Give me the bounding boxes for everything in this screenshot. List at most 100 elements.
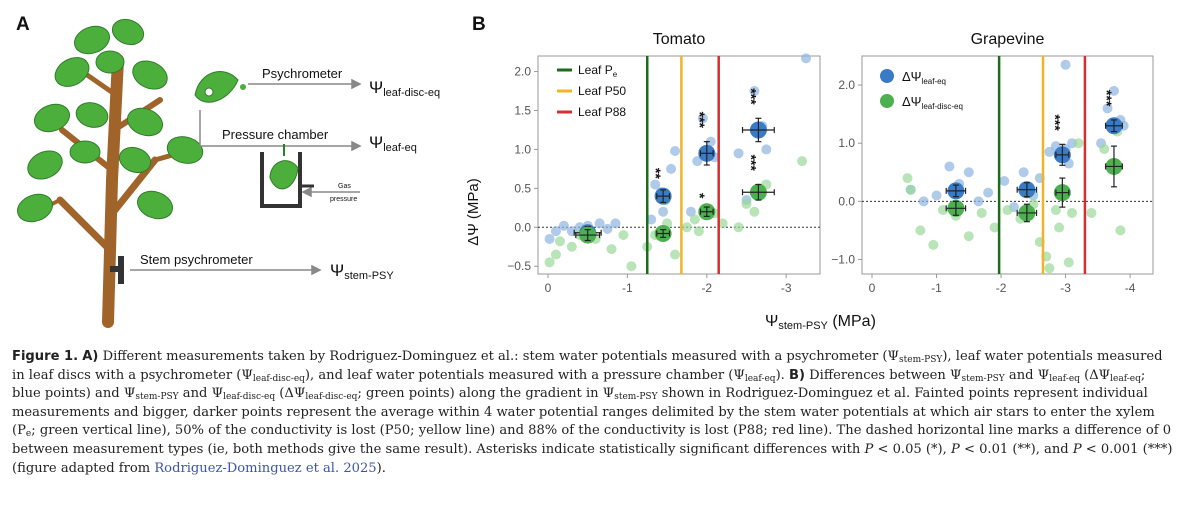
leaf-disc-eq-point bbox=[1063, 257, 1074, 268]
x-tick-label: -1 bbox=[622, 281, 633, 295]
leaf-disc-eq-point bbox=[733, 222, 744, 233]
y-tick-label: 2.0 bbox=[838, 78, 855, 92]
leaf-eq-point bbox=[697, 113, 708, 124]
leaf-eq-point bbox=[550, 226, 561, 237]
leaf-disc-eq-point bbox=[618, 230, 629, 241]
leaf-disc-eq-point bbox=[689, 214, 700, 225]
panel-a-letter: A bbox=[16, 14, 30, 35]
pressure-chamber-icon bbox=[260, 144, 314, 208]
y-tick-label: 2.0 bbox=[514, 65, 531, 79]
y-tick-label: 1.0 bbox=[514, 142, 531, 156]
leaf-disc-eq-point bbox=[717, 218, 728, 229]
significance-asterisks: * bbox=[692, 193, 708, 199]
leaf-eq-point bbox=[602, 223, 613, 234]
leaf-disc-eq-point bbox=[1115, 225, 1126, 236]
leaf-disc-eq-point bbox=[989, 222, 1000, 233]
leaf-disc-eq-point bbox=[976, 207, 987, 218]
leaf-eq-point bbox=[918, 196, 929, 207]
chart-title: Tomato bbox=[653, 31, 706, 48]
leaf-disc-eq-point bbox=[1067, 207, 1078, 218]
leaf-disc-icon bbox=[194, 71, 246, 103]
x-axis-label: Ψstem-PSY (MPa) bbox=[765, 313, 876, 332]
legend-p50: Leaf P50 bbox=[578, 84, 626, 98]
chart-grapevine: Grapevine 0 -1 -2 -3 -4 −1.0 0.0 1.0 2.0 *** *** bbox=[831, 31, 1154, 295]
panel-b-letter: B bbox=[472, 14, 486, 35]
y-tick-label: 0.0 bbox=[838, 194, 855, 208]
plot-frame bbox=[537, 55, 821, 275]
leaf-eq-point bbox=[705, 136, 716, 147]
leaf-eq-point bbox=[999, 175, 1010, 186]
leaf-eq-point bbox=[658, 206, 669, 217]
leaf-eq-point bbox=[1044, 146, 1055, 157]
x-tick-label: -2 bbox=[996, 281, 1007, 295]
tree-illustration bbox=[17, 18, 204, 328]
leaf-disc-eq-point bbox=[1050, 205, 1061, 216]
legend-leaf-disc-eq: ΔΨleaf-disc-eq bbox=[902, 94, 963, 111]
leaf-eq-point bbox=[1102, 103, 1113, 114]
leaf-disc-eq-point bbox=[670, 249, 681, 260]
x-tick-label: -4 bbox=[1125, 281, 1136, 295]
leaf-eq-point bbox=[1018, 167, 1029, 178]
legend-p88: Leaf P88 bbox=[578, 105, 626, 119]
leaf-eq-point bbox=[558, 220, 569, 231]
figure-caption: Figure 1. A) Different measurements take… bbox=[12, 349, 1173, 476]
leaf-disc-eq-point bbox=[1086, 207, 1097, 218]
leaf-disc-eq-point bbox=[915, 225, 926, 236]
caption-b-label: B) bbox=[789, 367, 805, 383]
leaf-eq-point bbox=[646, 214, 657, 225]
leaf-disc-eq-point bbox=[566, 241, 577, 252]
leaf-eq-point bbox=[931, 190, 942, 201]
leaf-disc-eq-point bbox=[544, 257, 555, 268]
leaf-disc-eq-point bbox=[902, 173, 913, 184]
legend-leaf-eq: ΔΨleaf-eq bbox=[902, 69, 946, 86]
x-tick-label: 0 bbox=[869, 281, 876, 295]
leaf-eq-point bbox=[666, 163, 677, 174]
leaf-eq-point bbox=[1060, 59, 1071, 70]
leaf-disc-eq-point bbox=[1073, 138, 1084, 149]
leaf-disc-eq-point bbox=[626, 261, 637, 272]
y-tick-label: 1.0 bbox=[838, 136, 855, 150]
x-tick-label: 0 bbox=[545, 281, 552, 295]
x-tick-label: -1 bbox=[931, 281, 942, 295]
leaf-eq-point bbox=[650, 179, 661, 190]
leaf-eq-point bbox=[594, 218, 605, 229]
stem-psychrometer-label: Stem psychrometer bbox=[140, 252, 253, 267]
figure: A bbox=[16, 14, 1154, 332]
leaf-eq-point bbox=[801, 53, 812, 64]
chart-title: Grapevine bbox=[971, 31, 1045, 48]
leaf-disc-eq-point bbox=[937, 205, 948, 216]
leaf-eq-point bbox=[761, 144, 772, 155]
pressure-label: pressure bbox=[330, 196, 357, 203]
leaf-eq-point bbox=[944, 161, 955, 172]
leaf-disc-eq-point bbox=[681, 222, 692, 233]
leaf-disc-eq-point bbox=[749, 206, 760, 217]
y-axis-label: ΔΨ (MPa) bbox=[465, 178, 482, 246]
leaf-eq-point bbox=[544, 233, 555, 244]
gas-label: Gas bbox=[338, 183, 351, 190]
leaf-eq-point bbox=[692, 156, 703, 167]
legend-points: ΔΨleaf-eq ΔΨleaf-disc-eq bbox=[880, 69, 963, 111]
caption-a-label: A) bbox=[82, 349, 99, 364]
leaf-eq-point bbox=[610, 218, 621, 229]
y-tick-label: −1.0 bbox=[831, 252, 855, 266]
reference-link[interactable]: Rodriguez-Dominguez et al. 2025 bbox=[154, 460, 377, 476]
legend-pe: Leaf Pe bbox=[578, 63, 618, 79]
leaf-disc-eq-point bbox=[905, 184, 916, 195]
leaf-disc-eq-point bbox=[693, 226, 704, 237]
leaf-eq-point bbox=[733, 148, 744, 159]
psi-leaf-eq-label: Ψleaf-eq bbox=[369, 133, 417, 154]
leaf-disc-eq-point bbox=[1099, 144, 1110, 155]
leaf-eq-point bbox=[670, 145, 681, 156]
pressure-chamber-label: Pressure chamber bbox=[222, 127, 329, 142]
y-tick-label: 0.5 bbox=[514, 181, 531, 195]
psychrometer-label: Psychrometer bbox=[262, 66, 343, 81]
psi-stem-psy-label: Ψstem-PSY bbox=[330, 261, 394, 282]
significance-asterisks: *** bbox=[1099, 90, 1115, 107]
x-tick-label: -3 bbox=[781, 281, 792, 295]
significance-asterisks: *** bbox=[743, 154, 759, 171]
leaf-disc-eq-point bbox=[1002, 205, 1013, 216]
leaf-eq-point bbox=[963, 167, 974, 178]
legend-lines: Leaf Pe Leaf P50 Leaf P88 bbox=[557, 63, 626, 119]
leaf-eq-point bbox=[983, 187, 994, 198]
significance-asterisks: *** bbox=[692, 112, 708, 129]
